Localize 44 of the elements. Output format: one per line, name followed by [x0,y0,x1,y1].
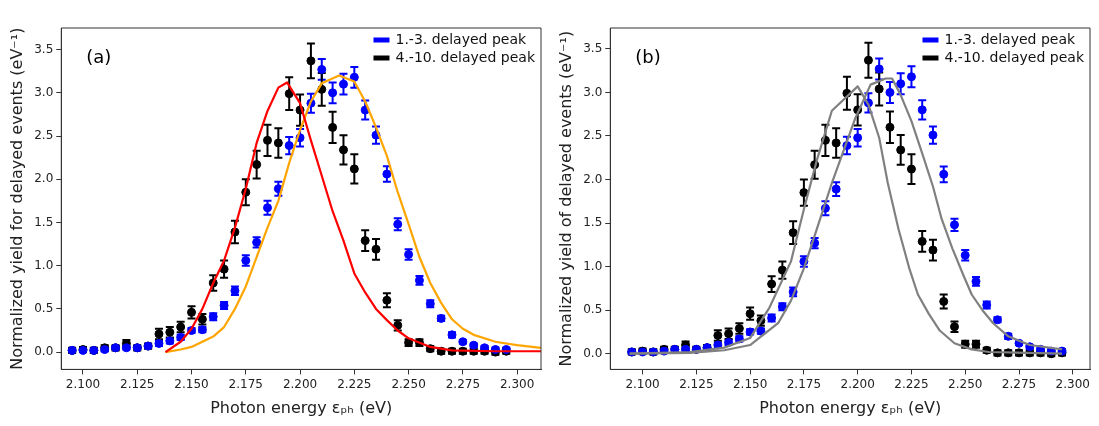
legend-label: 1.-3. delayed peak [395,30,527,47]
x-tick-label: 2.250 [391,376,426,391]
x-tick-label: 2.100 [65,376,101,391]
x-tick-label: 2.300 [499,376,535,391]
x-tick-label: 2.275 [445,376,481,391]
y-tick-label: 3.0 [34,84,54,99]
x-tick-label: 2.125 [679,376,714,391]
y-tick-label: 3.0 [583,84,603,99]
x-tick-label: 2.200 [840,376,875,391]
y-tick-label: 2.0 [34,171,54,186]
y-tick-label: 2.5 [583,128,603,143]
legend-label: 4.-10. delayed peak [944,48,1085,65]
annotation: (b) [635,45,661,67]
y-tick-label: 0.0 [34,344,54,359]
y-axis-title: Normalized yield of delayed events (eV⁻¹) [555,30,575,367]
y-tick-label: 1.5 [583,215,603,230]
x-tick-label: 2.250 [948,376,983,391]
y-tick-label: 0.5 [583,302,603,317]
x-tick-label: 2.225 [337,376,372,391]
x-tick-label: 2.175 [786,376,822,391]
x-tick-label: 2.150 [174,376,209,391]
y-tick-label: 1.0 [583,258,603,273]
y-tick-label: 0.0 [583,345,603,360]
y-tick-label: 0.5 [34,301,54,316]
annotation: (a) [86,45,112,67]
y-axis-title: Normalized yield for delayed events (eV⁻¹) [6,27,26,370]
y-tick-label: 2.0 [583,171,603,186]
x-axis-title: Photon energy εₚₕ (eV) [210,397,393,417]
y-tick-label: 3.5 [583,41,603,56]
x-tick-label: 2.200 [282,376,318,391]
x-axis-title: Photon energy εₚₕ (eV) [759,397,942,417]
y-tick-label: 3.5 [34,41,54,56]
x-tick-label: 2.125 [120,376,155,391]
y-tick-label: 1.0 [34,257,54,272]
x-tick-label: 2.300 [1055,376,1090,391]
y-tick-label: 2.5 [34,128,54,143]
x-tick-label: 2.275 [1001,376,1037,391]
legend-label: 4.-10. delayed peak [395,48,536,65]
legend-label: 1.-3. delayed peak [944,30,1076,47]
x-tick-label: 2.150 [732,376,768,391]
x-tick-label: 2.175 [228,376,263,391]
y-tick-label: 1.5 [34,214,54,229]
x-tick-label: 2.225 [894,376,929,391]
x-tick-label: 2.100 [625,376,660,391]
